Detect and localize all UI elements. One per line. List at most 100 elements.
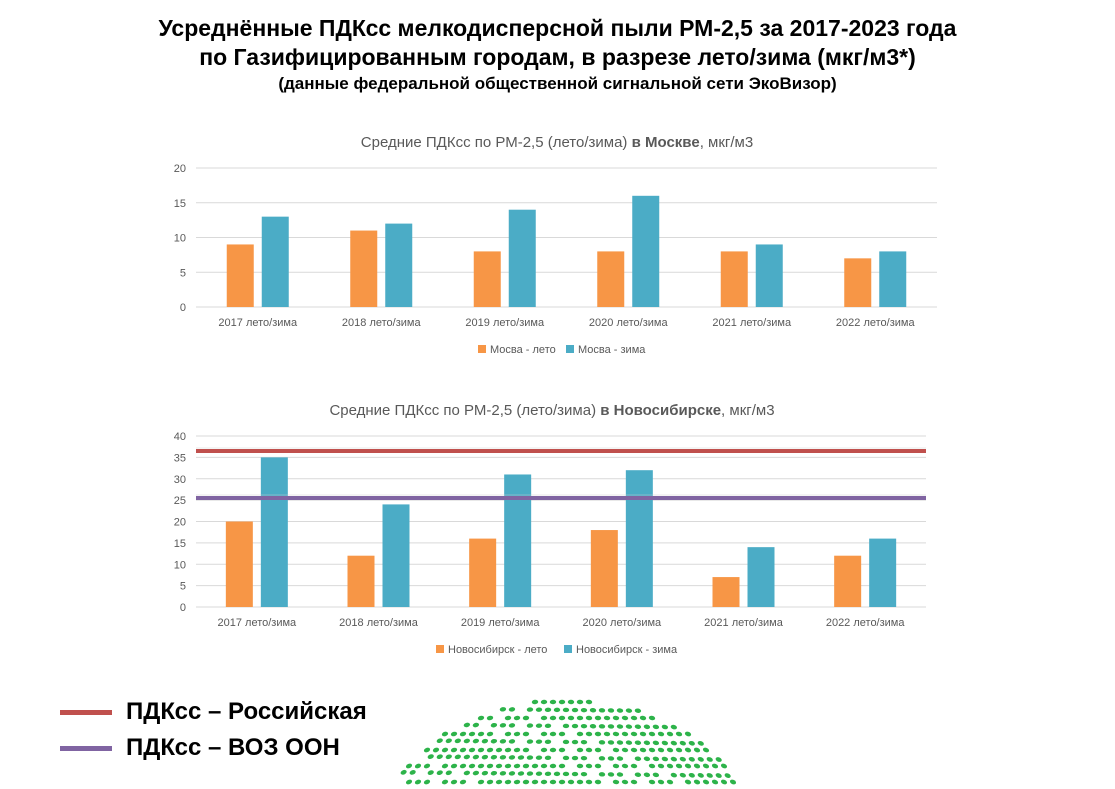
logo-dot: [562, 739, 570, 745]
y-tick-label: 20: [174, 163, 186, 175]
logo-dot: [553, 707, 561, 713]
moscow-chart: Средние ПДКсс по РМ-2,5 (лето/зима) в Мо…: [174, 134, 937, 356]
logo-dot: [666, 731, 674, 737]
logo-dot: [661, 740, 669, 746]
page-title-line-2: по Газифицированным городам, в разрезе л…: [199, 44, 916, 70]
logo-dot: [693, 747, 701, 753]
logo-dot: [486, 747, 494, 753]
logo-dot: [535, 755, 543, 760]
y-tick-label: 15: [174, 538, 186, 550]
y-tick-label: 15: [174, 198, 186, 210]
logo-dot: [513, 731, 521, 737]
logo-dot: [607, 724, 615, 729]
logo-dot: [612, 747, 620, 753]
logo-dot: [652, 772, 660, 778]
legend-swatch-summer: [436, 645, 444, 653]
logo-dot: [621, 747, 629, 753]
logo-dot: [405, 779, 413, 785]
logo-dot: [621, 731, 629, 737]
logo-dot: [499, 739, 507, 744]
logo-dot: [724, 773, 731, 779]
logo-dot: [405, 763, 413, 769]
logo-dot: [670, 724, 677, 730]
chart-title-prefix: Средние ПДКсс по РМ-2,5 (лето/зима): [329, 402, 600, 419]
legend-label-summer: Мосва - лето: [490, 344, 556, 356]
logo-dot: [486, 763, 494, 769]
logo-dot: [526, 755, 534, 760]
logo-dot: [693, 763, 701, 769]
logo-dot: [711, 763, 719, 769]
logo-dot: [634, 708, 642, 713]
logo-dot: [693, 779, 701, 785]
logo-dot: [414, 779, 422, 785]
y-tick-label: 5: [180, 267, 186, 279]
logo-dot: [720, 763, 728, 769]
logo-dot: [697, 773, 704, 778]
logo-dot: [675, 763, 683, 769]
logo-dot: [643, 740, 651, 746]
bar-winter: [625, 470, 653, 607]
logo-dot: [607, 756, 615, 761]
logo-dot: [508, 707, 516, 712]
x-tick-label: 2019 лето/зима: [461, 617, 541, 629]
logo-dot: [585, 779, 593, 785]
logo-dot: [625, 740, 633, 745]
logo-dot: [441, 731, 449, 737]
logo-dot: [504, 715, 512, 721]
x-tick-label: 2017 лето/зима: [218, 317, 298, 329]
logo-dot: [414, 763, 422, 769]
logo-dot: [562, 707, 570, 713]
logo-dot: [576, 779, 584, 785]
logo-dot: [571, 771, 579, 777]
logo-dot: [562, 771, 570, 777]
logo-dot: [535, 723, 543, 728]
logo-dot: [459, 763, 467, 769]
logo-dot: [594, 747, 602, 753]
logo-dot: [720, 779, 728, 785]
logo-dot: [558, 699, 566, 705]
chart-title-unit: , мкг/м3: [721, 402, 775, 419]
logo-dot: [652, 740, 660, 746]
ecovizor-logo: [400, 699, 737, 785]
logo-dot: [495, 763, 503, 769]
bar-winter: [755, 244, 783, 307]
logo-dot: [679, 756, 686, 762]
logo-dot: [400, 769, 407, 775]
logo-dot: [535, 707, 543, 712]
x-tick-label: 2018 лето/зима: [339, 617, 419, 629]
logo-dot: [544, 771, 552, 776]
bar-winter: [382, 504, 410, 607]
y-tick-label: 30: [174, 474, 186, 486]
bar-summer: [347, 555, 375, 607]
logo-dot: [684, 747, 692, 753]
logo-dot: [639, 747, 647, 753]
logo-dot: [616, 772, 624, 777]
logo-dot: [657, 763, 665, 769]
logo-dot: [544, 739, 552, 744]
bar-winter: [869, 538, 897, 607]
logo-dot: [630, 763, 638, 769]
bar-winter: [261, 216, 289, 307]
logo-dot: [589, 708, 597, 713]
logo-dot: [670, 756, 677, 762]
logo-dot: [490, 770, 498, 776]
logo-dot: [441, 779, 449, 785]
logo-dot: [558, 715, 566, 721]
logo-dot: [508, 739, 516, 744]
logo-dot: [553, 771, 561, 777]
logo-dot: [585, 747, 593, 753]
bar-summer: [844, 258, 872, 307]
logo-dot: [531, 763, 539, 769]
logo-dot: [666, 763, 674, 769]
logo-dot: [526, 739, 534, 744]
x-tick-label: 2017 лето/зима: [218, 617, 298, 629]
chart-title: Средние ПДКсс по РМ-2,5 (лето/зима) в Но…: [329, 402, 774, 419]
logo-dot: [477, 763, 485, 769]
y-tick-label: 5: [180, 581, 186, 593]
logo-dot: [427, 770, 434, 775]
logo-dot: [630, 731, 638, 737]
logo-dot: [688, 772, 695, 778]
logo-dot: [463, 738, 470, 744]
logo-dot: [648, 779, 656, 785]
logo-dot: [477, 731, 485, 737]
